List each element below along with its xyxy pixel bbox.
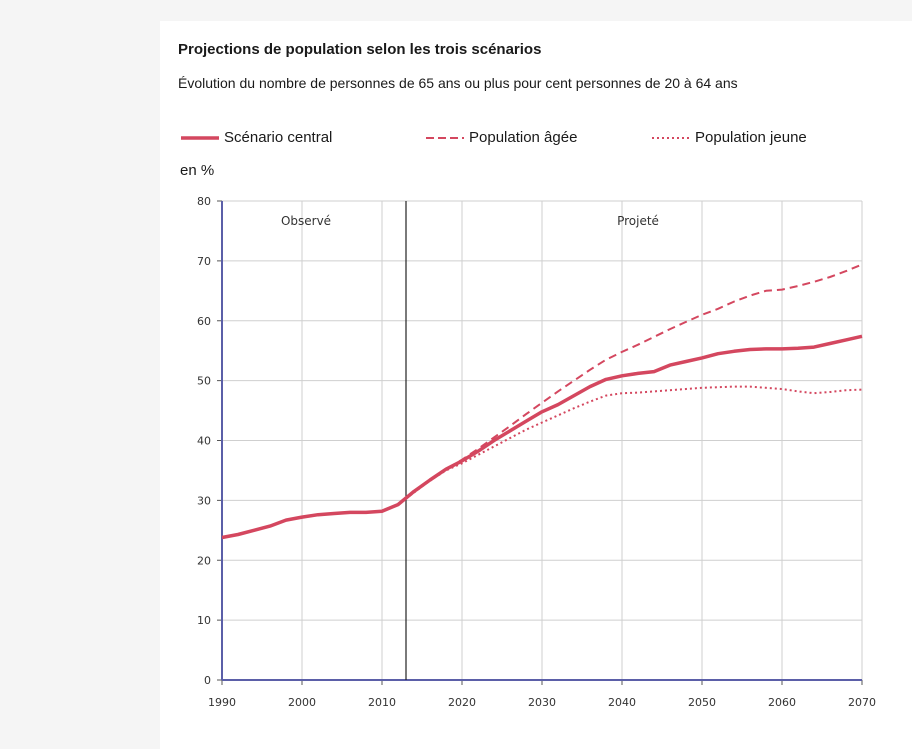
y-tick-label: 80 bbox=[197, 195, 211, 208]
y-tick-label: 40 bbox=[197, 435, 211, 448]
grid-lines bbox=[222, 200, 863, 680]
legend-label: Population jeune bbox=[695, 129, 807, 146]
region-annotation: Projeté bbox=[617, 214, 659, 228]
y-tick-label: 0 bbox=[204, 674, 211, 687]
x-tick-label: 2030 bbox=[528, 696, 556, 709]
series-line-solid bbox=[221, 334, 863, 540]
x-tick-label: 2050 bbox=[688, 696, 716, 709]
chart-card: Projections de population selon les troi… bbox=[160, 21, 912, 749]
legend-swatch-dotted bbox=[652, 137, 690, 139]
region-annotation: Observé bbox=[281, 214, 331, 228]
x-tick-label: 2010 bbox=[368, 696, 396, 709]
x-tick-label: 2040 bbox=[608, 696, 636, 709]
legend-label: Scénario central bbox=[224, 129, 333, 146]
x-tick-label: 1990 bbox=[208, 696, 236, 709]
series-lines bbox=[221, 263, 863, 540]
chart-legend: Scénario central Population âgée Populat… bbox=[180, 128, 880, 150]
y-tick-label: 50 bbox=[197, 375, 211, 388]
y-tick-label: 10 bbox=[197, 614, 211, 627]
x-tick-label: 2070 bbox=[848, 696, 876, 709]
y-tick-label: 30 bbox=[197, 494, 211, 507]
y-tick-label: 70 bbox=[197, 255, 211, 268]
x-tick-label: 2000 bbox=[288, 696, 316, 709]
y-tick-label: 20 bbox=[197, 554, 211, 567]
legend-swatch-solid bbox=[181, 136, 219, 140]
chart-subtitle: Évolution du nombre de personnes de 65 a… bbox=[178, 75, 738, 91]
legend-label: Population âgée bbox=[469, 129, 578, 146]
y-tick-label: 60 bbox=[197, 315, 211, 328]
x-tick-label: 2020 bbox=[448, 696, 476, 709]
legend-swatch-dashed bbox=[426, 137, 464, 139]
y-axis-unit-label: en % bbox=[180, 162, 215, 179]
chart-title: Projections de population selon les troi… bbox=[178, 41, 542, 58]
series-line-dotted bbox=[405, 385, 863, 500]
series-line-dashed bbox=[405, 263, 863, 500]
x-tick-label: 2060 bbox=[768, 696, 796, 709]
axes bbox=[217, 200, 863, 685]
